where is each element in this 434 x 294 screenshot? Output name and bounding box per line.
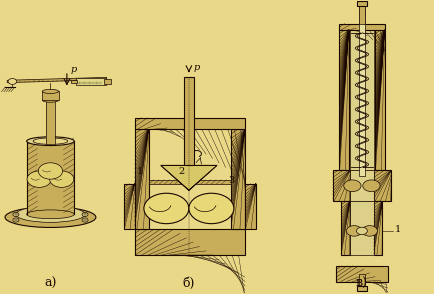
Ellipse shape — [26, 210, 74, 219]
Bar — [359, 6, 365, 176]
Bar — [350, 30, 374, 171]
Bar — [333, 171, 350, 201]
Bar — [76, 78, 106, 85]
Bar — [374, 171, 391, 201]
Bar — [135, 118, 245, 129]
Bar — [231, 129, 245, 229]
Bar — [339, 30, 349, 171]
Text: 3: 3 — [228, 176, 234, 185]
Circle shape — [144, 193, 189, 224]
Circle shape — [356, 227, 367, 235]
Ellipse shape — [42, 98, 59, 102]
Text: 2: 2 — [178, 167, 184, 176]
Bar — [71, 80, 77, 83]
Polygon shape — [7, 77, 107, 83]
Bar — [375, 30, 385, 171]
Bar — [359, 274, 365, 286]
Ellipse shape — [26, 137, 74, 146]
Bar — [374, 201, 382, 255]
Text: 1: 1 — [137, 167, 143, 176]
Ellipse shape — [5, 207, 96, 228]
Circle shape — [13, 212, 19, 216]
Circle shape — [346, 225, 362, 236]
Bar — [245, 183, 256, 229]
Bar — [342, 201, 350, 255]
Circle shape — [362, 225, 378, 236]
Circle shape — [189, 193, 234, 224]
Bar — [357, 286, 367, 291]
Bar — [26, 141, 74, 214]
Text: p: p — [70, 64, 76, 74]
Circle shape — [363, 180, 380, 192]
Bar — [357, 1, 367, 6]
Bar — [339, 24, 385, 30]
Ellipse shape — [33, 138, 68, 144]
Circle shape — [8, 78, 16, 84]
Ellipse shape — [42, 89, 59, 93]
Text: p: p — [194, 63, 201, 72]
Text: а): а) — [44, 277, 56, 290]
Text: в): в) — [356, 277, 368, 290]
Circle shape — [344, 180, 361, 192]
Circle shape — [82, 218, 88, 222]
Bar — [135, 229, 245, 255]
Bar — [149, 180, 231, 184]
Polygon shape — [161, 166, 217, 190]
Bar — [124, 183, 135, 229]
Bar — [46, 100, 55, 144]
Bar — [359, 6, 365, 24]
Bar — [42, 91, 59, 100]
Text: 1: 1 — [395, 225, 401, 234]
Bar — [104, 78, 112, 84]
Circle shape — [38, 163, 62, 179]
Text: б): б) — [183, 277, 195, 290]
Bar — [336, 266, 388, 282]
Bar — [350, 201, 374, 255]
Bar — [350, 171, 374, 201]
Circle shape — [27, 171, 51, 187]
Bar — [149, 129, 231, 229]
Bar — [184, 77, 194, 166]
Circle shape — [13, 218, 19, 222]
Ellipse shape — [16, 206, 85, 222]
Circle shape — [82, 212, 88, 216]
Bar — [135, 129, 149, 229]
Circle shape — [49, 171, 74, 187]
